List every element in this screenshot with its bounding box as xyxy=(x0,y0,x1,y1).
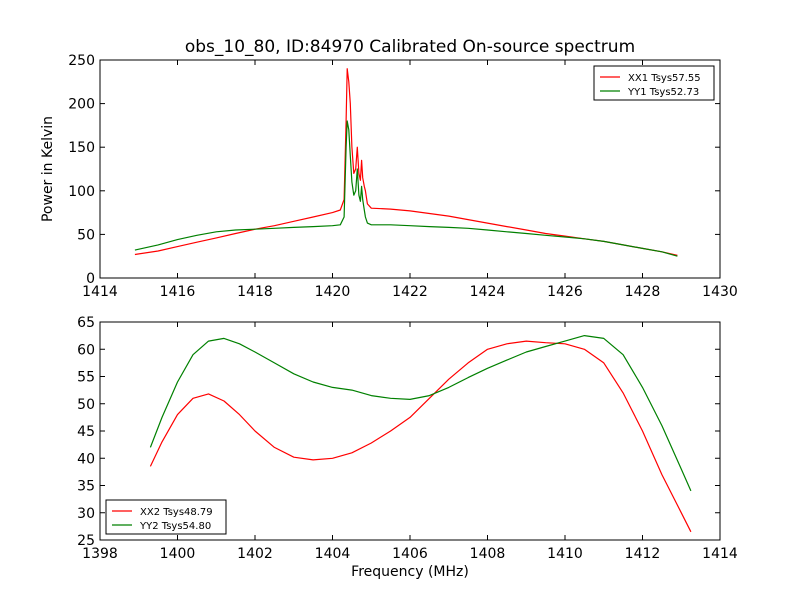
x-tick-label: 1412 xyxy=(625,546,661,562)
series-line-1-1 xyxy=(134,68,678,256)
y-tick-label: 50 xyxy=(77,397,95,413)
y-tick-label: 200 xyxy=(68,97,95,113)
x-tick-label: 1430 xyxy=(702,284,738,300)
y-tick-label: 100 xyxy=(68,184,95,200)
y-tick-label: 150 xyxy=(68,140,95,156)
legend-label: YY1 Tsys52.73 xyxy=(627,87,699,98)
legend-box-1 xyxy=(593,65,715,101)
series-line-2-1 xyxy=(149,340,692,533)
series-line-1-2 xyxy=(134,120,678,257)
y-tick-label: 0 xyxy=(86,271,95,287)
x-axis-label: Frequency (MHz) xyxy=(351,564,469,580)
x-tick-label: 1406 xyxy=(392,546,428,562)
x-tick-label: 1416 xyxy=(160,284,196,300)
x-tick-label: 1408 xyxy=(470,546,506,562)
x-tick-label: 1428 xyxy=(625,284,661,300)
y-tick-label: 65 xyxy=(77,315,95,331)
y-tick-label: 35 xyxy=(77,479,95,495)
series-line-2-2 xyxy=(149,335,692,492)
x-tick-label: 1424 xyxy=(470,284,506,300)
x-tick-label: 1414 xyxy=(702,546,738,562)
legend-label: YY2 Tsys54.80 xyxy=(139,521,211,532)
legend-label: XX1 Tsys57.55 xyxy=(628,73,701,84)
x-tick-label: 1420 xyxy=(315,284,351,300)
x-tick-label: 1402 xyxy=(237,546,273,562)
x-tick-label: 1410 xyxy=(547,546,583,562)
y-tick-label: 50 xyxy=(77,227,95,243)
y-tick-label: 60 xyxy=(77,342,95,358)
y-tick-label: 55 xyxy=(77,370,95,386)
x-tick-label: 1426 xyxy=(547,284,583,300)
x-tick-label: 1418 xyxy=(237,284,273,300)
x-tick-label: 1404 xyxy=(315,546,351,562)
x-tick-label: 1414 xyxy=(82,284,118,300)
x-tick-label: 1422 xyxy=(392,284,428,300)
y-tick-label: 40 xyxy=(77,451,95,467)
y-tick-label: 250 xyxy=(68,53,95,69)
legend-box-2 xyxy=(105,499,227,535)
y-axis-label: Power in Kelvin xyxy=(40,116,56,222)
chart-title: obs_10_80, ID:84970 Calibrated On-source… xyxy=(185,37,635,57)
y-tick-label: 25 xyxy=(77,533,95,549)
y-tick-label: 45 xyxy=(77,424,95,440)
y-tick-label: 30 xyxy=(77,506,95,522)
x-tick-label: 1400 xyxy=(160,546,196,562)
x-tick-label: 1398 xyxy=(82,546,118,562)
legend-label: XX2 Tsys48.79 xyxy=(140,507,213,518)
